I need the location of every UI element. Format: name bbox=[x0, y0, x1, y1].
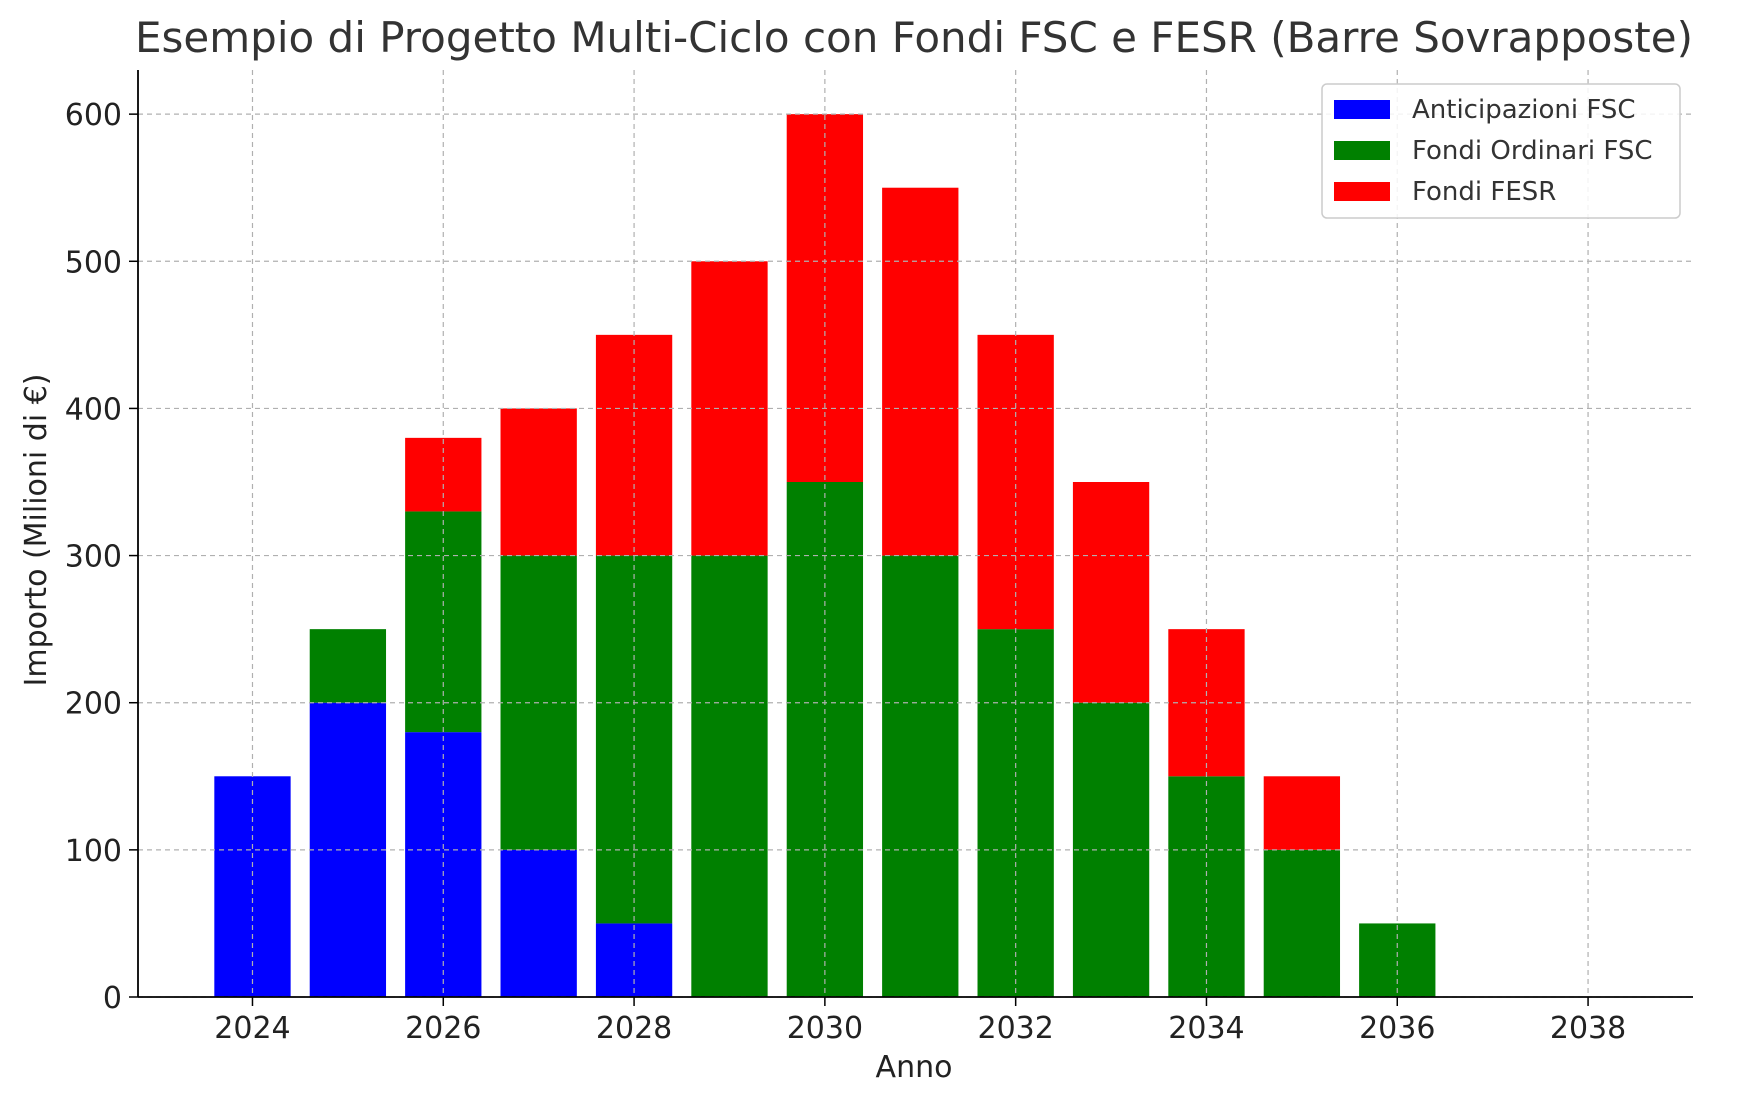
x-tick-label: 2034 bbox=[1168, 1011, 1244, 1046]
legend-label-2: Fondi Ordinari FSC bbox=[1412, 136, 1653, 166]
bars bbox=[214, 114, 1436, 997]
x-tick-label: 2028 bbox=[596, 1011, 672, 1046]
y-axis-label: Importo (Milioni di €) bbox=[19, 374, 54, 687]
x-tick-label: 2026 bbox=[405, 1011, 481, 1046]
x-tick-label: 2038 bbox=[1550, 1011, 1626, 1046]
bar-2031-series-3 bbox=[882, 187, 959, 556]
y-tick-label: 500 bbox=[65, 245, 122, 280]
legend-label-3: Fondi FESR bbox=[1412, 177, 1556, 207]
legend-frame bbox=[1321, 83, 1681, 219]
bar-2031-series-2 bbox=[882, 555, 959, 997]
bar-2032-series-3 bbox=[977, 334, 1054, 630]
legend: Anticipazioni FSC Fondi Ordinari FSC Fondi… bbox=[1321, 83, 1681, 219]
y-tick-label: 200 bbox=[65, 687, 122, 722]
legend-swatch-3 bbox=[1334, 182, 1390, 201]
bar-2035-series-3 bbox=[1263, 776, 1341, 850]
bar-2024-series-1 bbox=[214, 776, 291, 997]
bar-2035-series-2 bbox=[1263, 849, 1341, 997]
axes: 2024 2026 2028 2030 2032 2034 2036 2038 0 100 200 3… bbox=[65, 70, 1693, 1046]
x-tick-label: 2036 bbox=[1359, 1011, 1435, 1046]
bar-2033-series-3 bbox=[1072, 482, 1150, 703]
legend-swatch-2 bbox=[1334, 141, 1390, 160]
x-tick-label: 2024 bbox=[214, 1011, 290, 1046]
bar-2027-series-1 bbox=[500, 849, 577, 997]
y-tick-label: 600 bbox=[65, 98, 122, 133]
x-tick-label: 2032 bbox=[977, 1011, 1053, 1046]
y-tick-label: 300 bbox=[65, 540, 122, 575]
y-tick-label: 400 bbox=[65, 392, 122, 427]
legend-label-1: Anticipazioni FSC bbox=[1412, 95, 1636, 125]
y-tick-label: 100 bbox=[65, 834, 122, 869]
y-tick-label: 0 bbox=[103, 981, 122, 1016]
x-tick-label: 2030 bbox=[787, 1011, 863, 1046]
x-axis-label: Anno bbox=[876, 1050, 953, 1085]
bar-2029-series-2 bbox=[691, 555, 768, 997]
bar-2034-series-2 bbox=[1168, 776, 1245, 997]
bar-2025-series-2 bbox=[309, 629, 387, 703]
chart-title: Esempio di Progetto Multi-Ciclo con Fond… bbox=[135, 13, 1693, 62]
bar-2029-series-3 bbox=[691, 261, 768, 556]
bar-2027-series-3 bbox=[500, 408, 577, 556]
legend-swatch-1 bbox=[1334, 100, 1390, 119]
